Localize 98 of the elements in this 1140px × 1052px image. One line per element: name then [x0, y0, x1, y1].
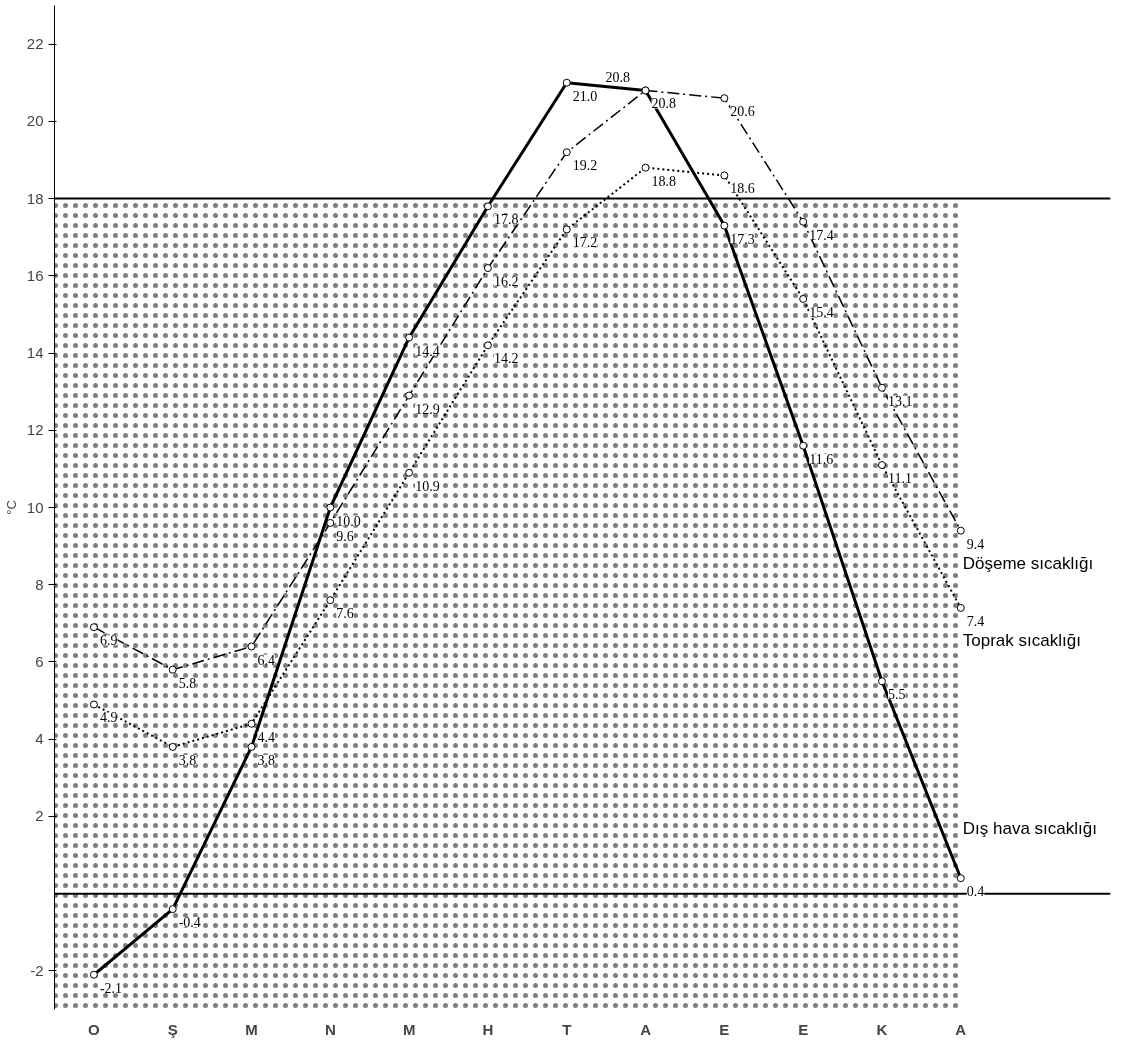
data-label: 5.8 [178, 675, 197, 691]
data-label: 4.9 [99, 710, 118, 726]
data-label: 15.4 [809, 304, 834, 320]
point [483, 264, 492, 273]
data-label: 11.6 [809, 451, 834, 467]
point [799, 217, 808, 226]
data-label: 7.4 [966, 613, 985, 629]
x-tick-label: M [402, 1020, 416, 1038]
data-label: 11.1 [887, 471, 912, 487]
data-label: 21.0 [572, 88, 598, 104]
data-label: 18.6 [730, 181, 755, 197]
point [877, 383, 886, 392]
x-tick-label: M [245, 1020, 258, 1038]
data-label: 10.0 [336, 513, 361, 529]
data-label: 3.8 [257, 752, 276, 768]
point [483, 341, 492, 350]
point [326, 503, 335, 512]
point [720, 221, 729, 230]
y-axis-title: °C [3, 500, 19, 515]
data-label: 17.4 [809, 227, 834, 243]
y-tick-label: 10 [26, 498, 44, 516]
point [562, 225, 571, 234]
data-label: 17.2 [572, 235, 598, 251]
x-tick-label: A [640, 1020, 652, 1038]
data-label: 9.6 [336, 528, 354, 544]
x-tick-label: O [88, 1020, 101, 1038]
data-label: 12.9 [415, 401, 440, 417]
data-label: 0.4 [966, 884, 985, 900]
y-tick-label: 22 [26, 35, 44, 53]
point [720, 94, 729, 103]
data-label: 3.8 [178, 752, 197, 768]
point [405, 468, 414, 477]
data-label: 17.8 [493, 212, 519, 228]
y-tick-label: -2 [30, 961, 44, 979]
data-label: 20.8 [651, 96, 677, 112]
point [405, 333, 414, 342]
point [89, 623, 98, 632]
point [89, 970, 98, 979]
data-label: 20.8 [605, 70, 631, 86]
series-label: Döşeme sıcaklığı [962, 553, 1094, 573]
point [89, 700, 98, 709]
data-label: 5.5 [887, 687, 906, 703]
data-label: -2.1 [99, 980, 123, 996]
data-label: 18.8 [651, 173, 677, 189]
point [405, 391, 414, 400]
series-label: Dış hava sıcaklığı [962, 819, 1097, 839]
data-label: 20.6 [730, 104, 755, 120]
point [562, 148, 571, 157]
y-tick-label: 4 [35, 730, 44, 748]
data-label: 6.4 [257, 652, 276, 668]
y-tick-label: 6 [35, 652, 44, 670]
point [326, 596, 335, 605]
x-tick-label: E [719, 1020, 730, 1038]
y-tick-label: 12 [26, 421, 44, 439]
data-label: 16.2 [493, 274, 519, 290]
point [799, 441, 808, 450]
series-label: Toprak sıcaklığı [962, 630, 1081, 650]
point [720, 171, 729, 180]
point [956, 603, 965, 612]
point [247, 719, 256, 728]
data-label: 4.4 [257, 729, 276, 745]
point [247, 642, 256, 651]
data-label: 6.9 [99, 633, 118, 649]
data-label: 17.3 [730, 231, 755, 247]
y-tick-label: 20 [26, 112, 44, 130]
y-tick-label: 16 [26, 266, 44, 284]
data-label: 19.2 [572, 158, 598, 174]
point [877, 677, 886, 686]
data-label: 13.1 [887, 393, 913, 409]
data-label: 7.6 [336, 606, 354, 622]
point [641, 163, 650, 172]
x-tick-label: Ş [167, 1020, 178, 1038]
x-tick-label: A [955, 1020, 967, 1038]
point [799, 294, 808, 303]
point [247, 742, 256, 751]
point [877, 461, 886, 470]
point [483, 202, 492, 211]
data-label: 14.4 [415, 343, 440, 359]
data-label: 9.4 [966, 536, 985, 552]
point [168, 665, 177, 674]
x-tick-label: N [324, 1020, 336, 1038]
y-tick-label: 14 [26, 344, 44, 362]
x-tick-label: H [482, 1020, 494, 1038]
point [326, 518, 335, 527]
y-tick-label: 18 [26, 189, 44, 207]
point [168, 905, 177, 914]
y-tick-label: 8 [35, 575, 44, 593]
data-label: 10.9 [415, 478, 440, 494]
point [956, 874, 965, 883]
point [956, 526, 965, 535]
point [562, 78, 571, 87]
data-label: 14.2 [493, 351, 519, 367]
y-tick-label: 2 [35, 807, 44, 825]
x-tick-label: K [876, 1020, 888, 1038]
x-tick-label: E [798, 1020, 809, 1038]
data-label: -0.4 [178, 915, 201, 931]
point [168, 742, 177, 751]
x-tick-label: T [562, 1020, 572, 1038]
